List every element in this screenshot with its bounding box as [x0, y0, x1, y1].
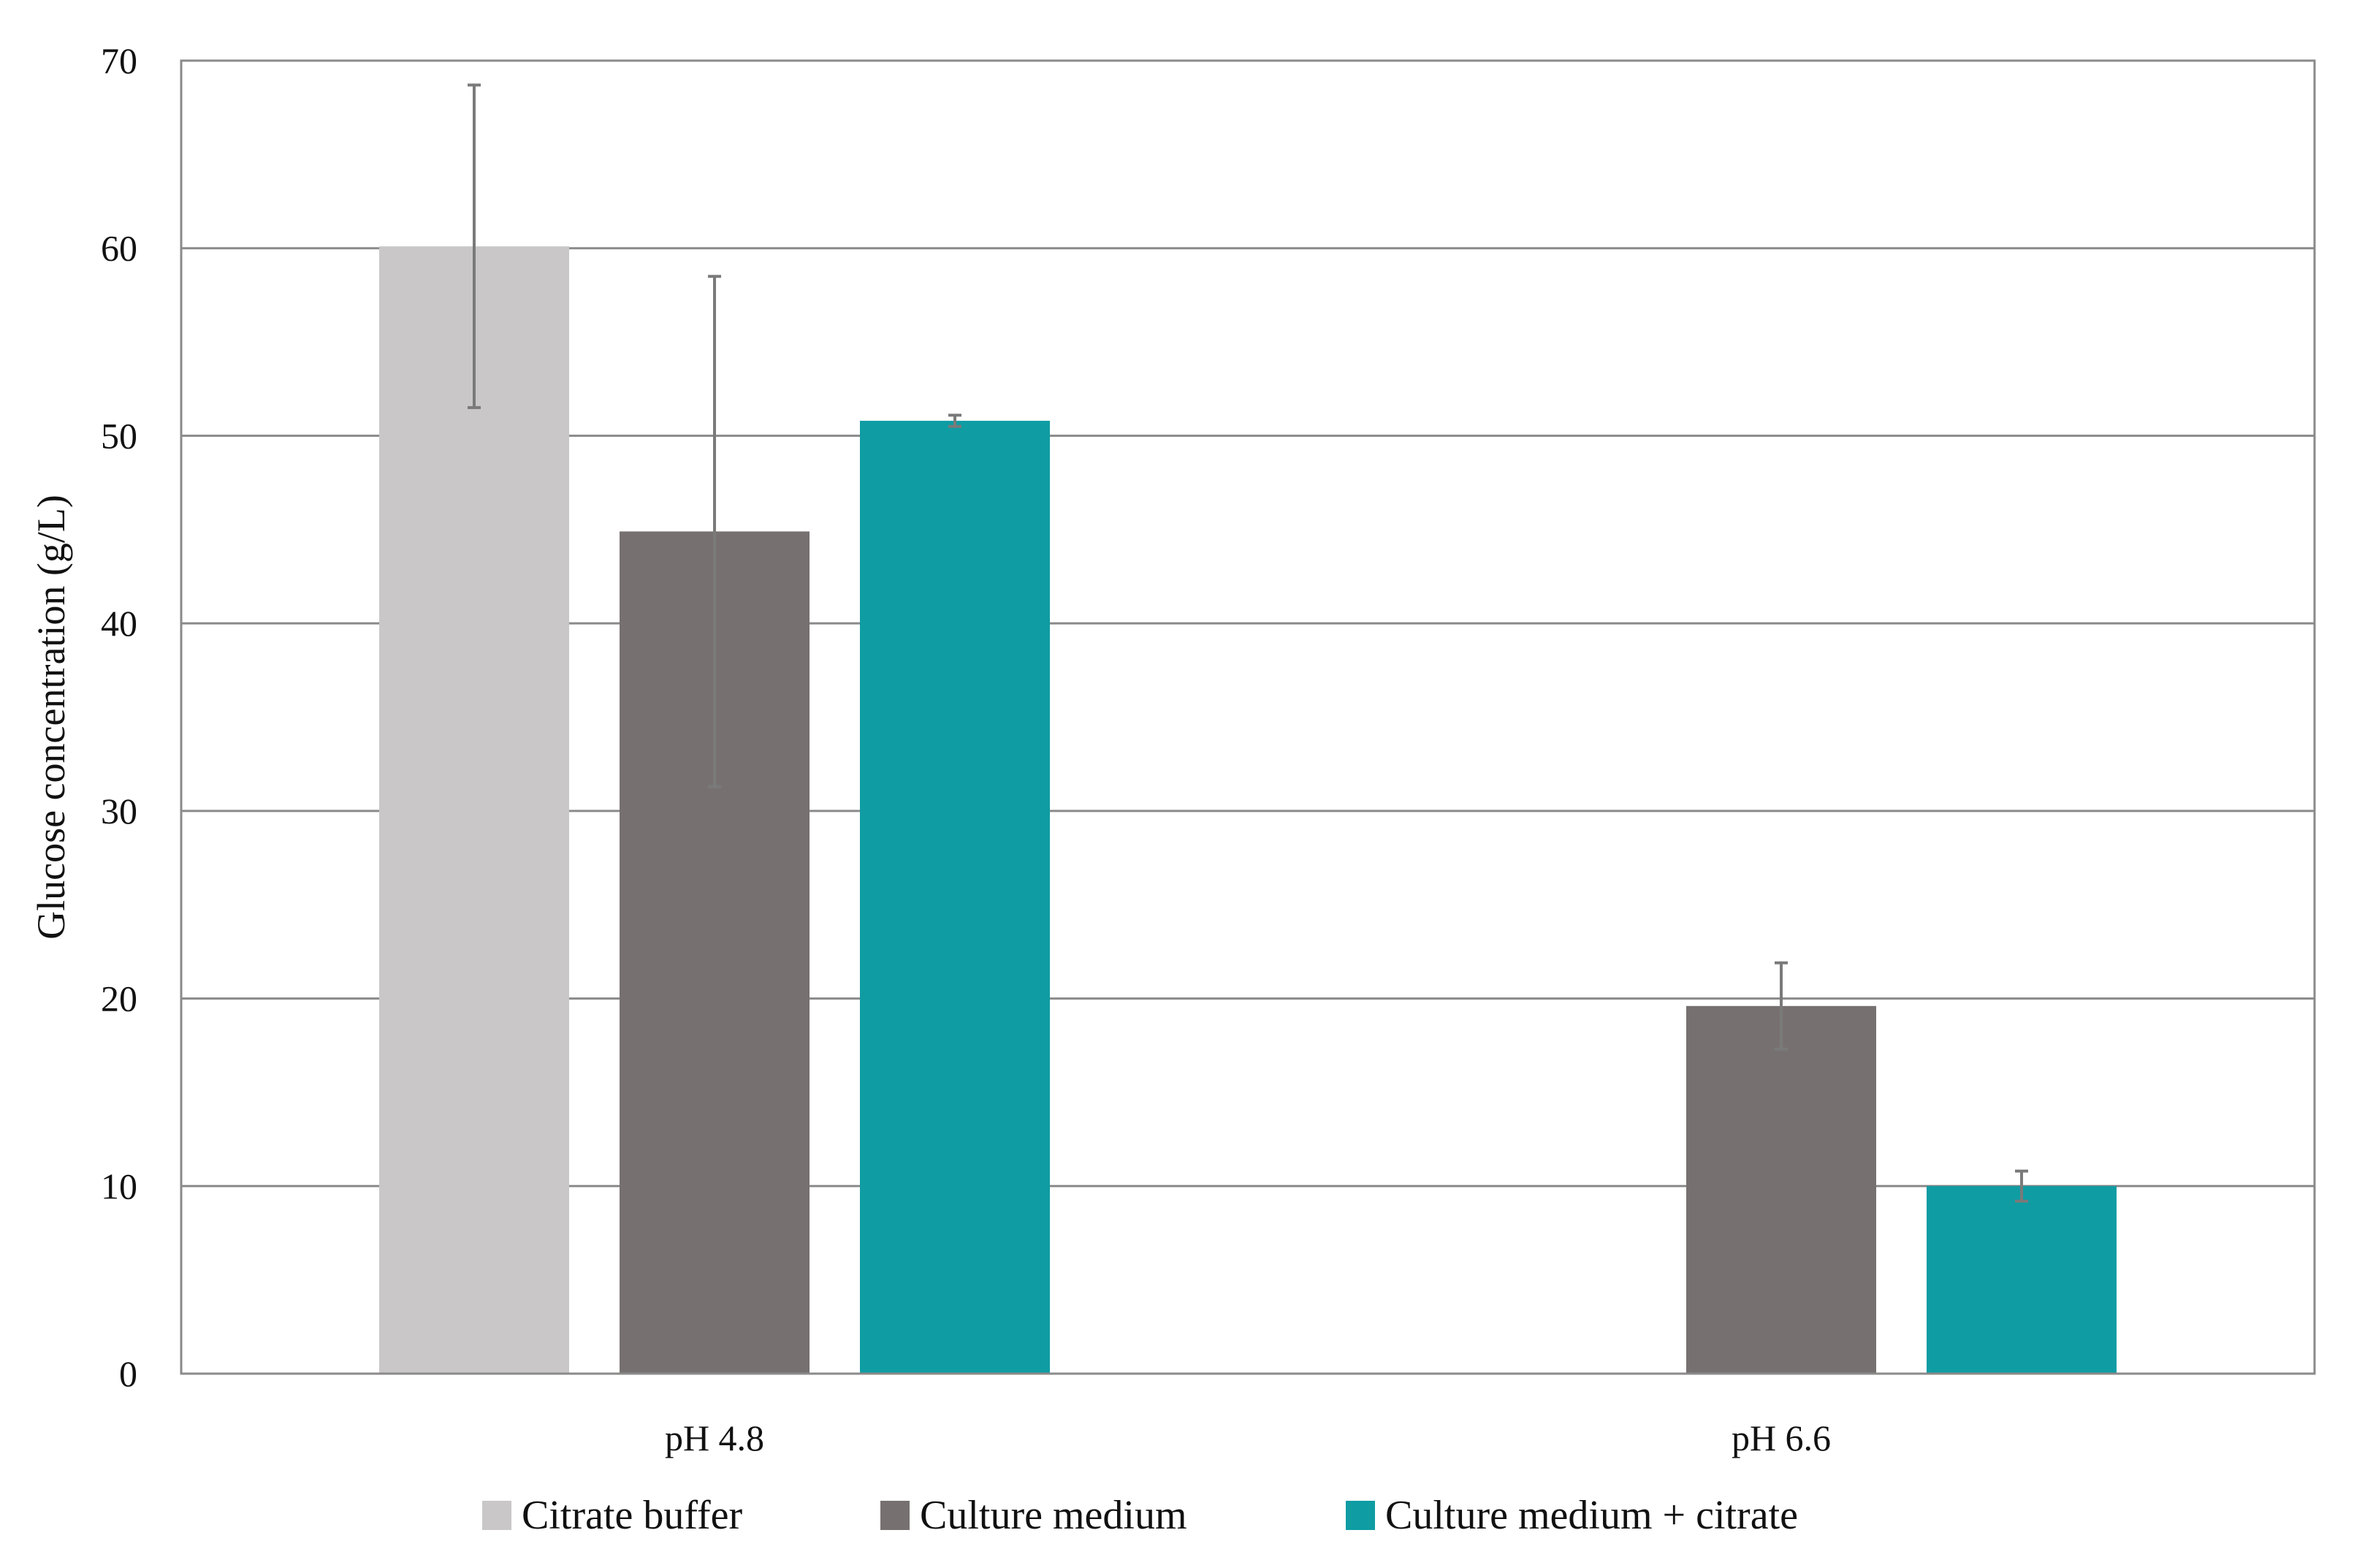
x-tick-labels: pH 4.8 pH 6.6: [665, 1417, 1831, 1458]
legend: Citrate buffer Culture medium Culture medi…: [482, 1493, 1798, 1538]
y-tick-label: 60: [101, 228, 137, 269]
legend-label: Citrate buffer: [522, 1493, 743, 1538]
bar: [1686, 1005, 1876, 1374]
legend-label: Culture medium: [920, 1493, 1187, 1538]
y-tick-label: 50: [101, 415, 137, 456]
plot-frame: [180, 59, 2316, 1375]
y-axis-title: Glucose concentration (g/L): [29, 495, 73, 940]
y-tick-label: 20: [101, 978, 137, 1019]
y-tick-label: 10: [101, 1165, 137, 1206]
x-tick-label: pH 4.8: [665, 1417, 764, 1458]
y-tick-label: 30: [101, 791, 137, 831]
x-tick-label: pH 6.6: [1732, 1417, 1831, 1458]
legend-swatch: [1346, 1501, 1375, 1530]
legend-swatch: [482, 1501, 511, 1530]
error-bars: [468, 83, 2028, 1203]
y-tick-label: 40: [101, 603, 137, 644]
legend-swatch: [880, 1501, 910, 1530]
bars: [379, 246, 2117, 1374]
legend-label: Culture medium + citrate: [1385, 1493, 1798, 1538]
y-tick-labels: 0 10 20 30 40 50 60 70: [101, 40, 137, 1394]
bar: [1927, 1186, 2117, 1374]
bar: [860, 420, 1050, 1374]
y-tick-label: 0: [119, 1353, 137, 1394]
y-tick-label: 70: [101, 40, 137, 81]
bar: [379, 246, 569, 1374]
